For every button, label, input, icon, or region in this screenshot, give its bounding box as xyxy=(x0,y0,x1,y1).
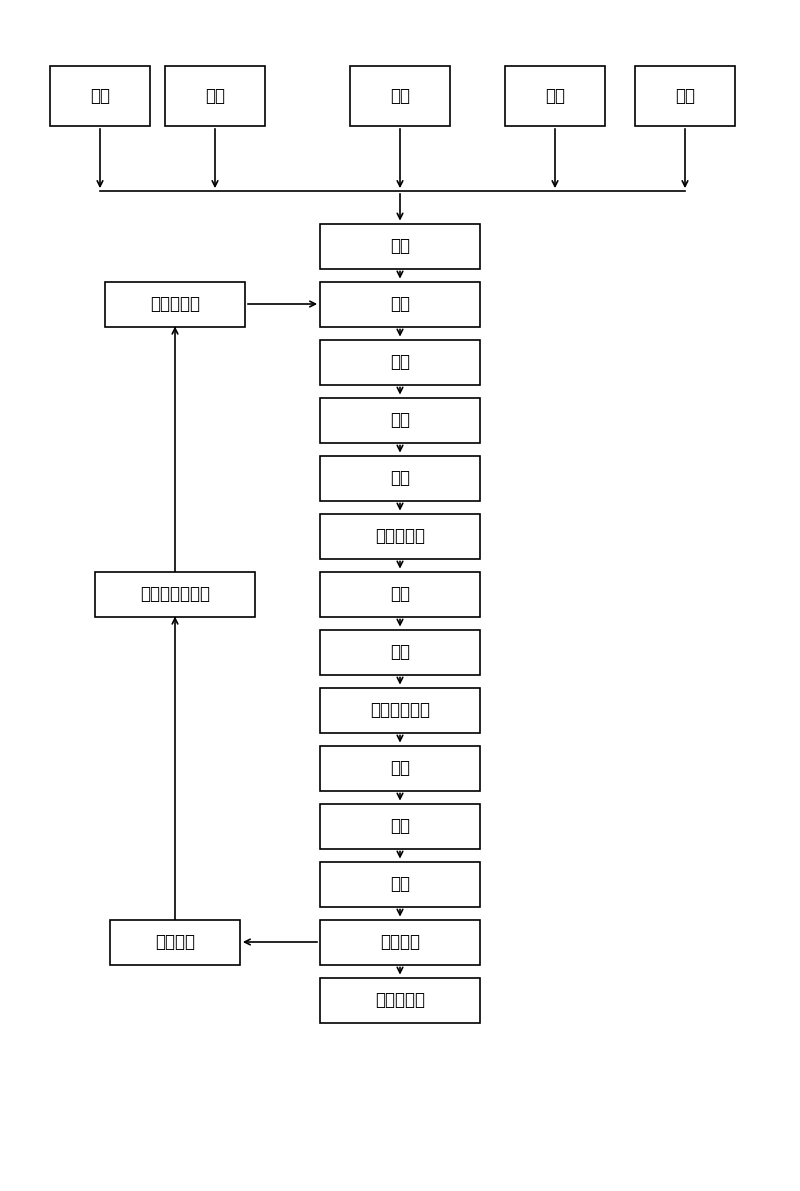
Text: 预养: 预养 xyxy=(390,353,410,372)
Text: 浇注: 浇注 xyxy=(390,295,410,313)
Text: 吸至蠹养小车: 吸至蠹养小车 xyxy=(370,701,430,719)
Bar xyxy=(95,572,255,617)
Text: 配料: 配料 xyxy=(205,87,225,105)
Bar xyxy=(505,66,605,126)
Bar xyxy=(320,861,480,906)
Bar xyxy=(320,630,480,674)
Text: 侧板返回: 侧板返回 xyxy=(155,933,195,950)
Bar xyxy=(320,281,480,326)
Text: 翻转: 翻转 xyxy=(390,411,410,429)
Bar xyxy=(105,281,245,326)
Bar xyxy=(350,66,450,126)
Bar xyxy=(320,919,480,965)
Text: 蠹养: 蠹养 xyxy=(390,817,410,835)
Text: 入釜: 入釜 xyxy=(390,759,410,777)
Text: 与脱模空模重组: 与脱模空模重组 xyxy=(140,585,210,603)
Text: 搞拌: 搞拌 xyxy=(390,237,410,255)
Bar xyxy=(110,919,240,965)
Bar xyxy=(320,398,480,443)
Text: 清理、喷油: 清理、喷油 xyxy=(150,295,200,313)
Bar xyxy=(320,572,480,617)
Bar xyxy=(635,66,735,126)
Bar xyxy=(320,978,480,1023)
Text: 配料: 配料 xyxy=(390,87,410,105)
Text: 横切: 横切 xyxy=(390,643,410,661)
Text: 出釜: 出釜 xyxy=(390,875,410,893)
Text: 纵切两侧面: 纵切两侧面 xyxy=(375,526,425,545)
Text: 配料: 配料 xyxy=(545,87,565,105)
Text: 包装、装车: 包装、装车 xyxy=(375,991,425,1009)
Text: 配料: 配料 xyxy=(90,87,110,105)
Bar xyxy=(320,224,480,268)
Text: 成品堆垣: 成品堆垣 xyxy=(380,933,420,950)
Bar xyxy=(320,746,480,791)
Text: 纵切: 纵切 xyxy=(390,585,410,603)
Bar xyxy=(320,455,480,500)
Bar xyxy=(320,513,480,559)
Text: 脱模: 脱模 xyxy=(390,469,410,487)
Bar xyxy=(165,66,265,126)
Text: 配料: 配料 xyxy=(675,87,695,105)
Bar xyxy=(320,804,480,848)
Bar xyxy=(320,687,480,732)
Bar xyxy=(320,339,480,385)
Bar xyxy=(50,66,150,126)
